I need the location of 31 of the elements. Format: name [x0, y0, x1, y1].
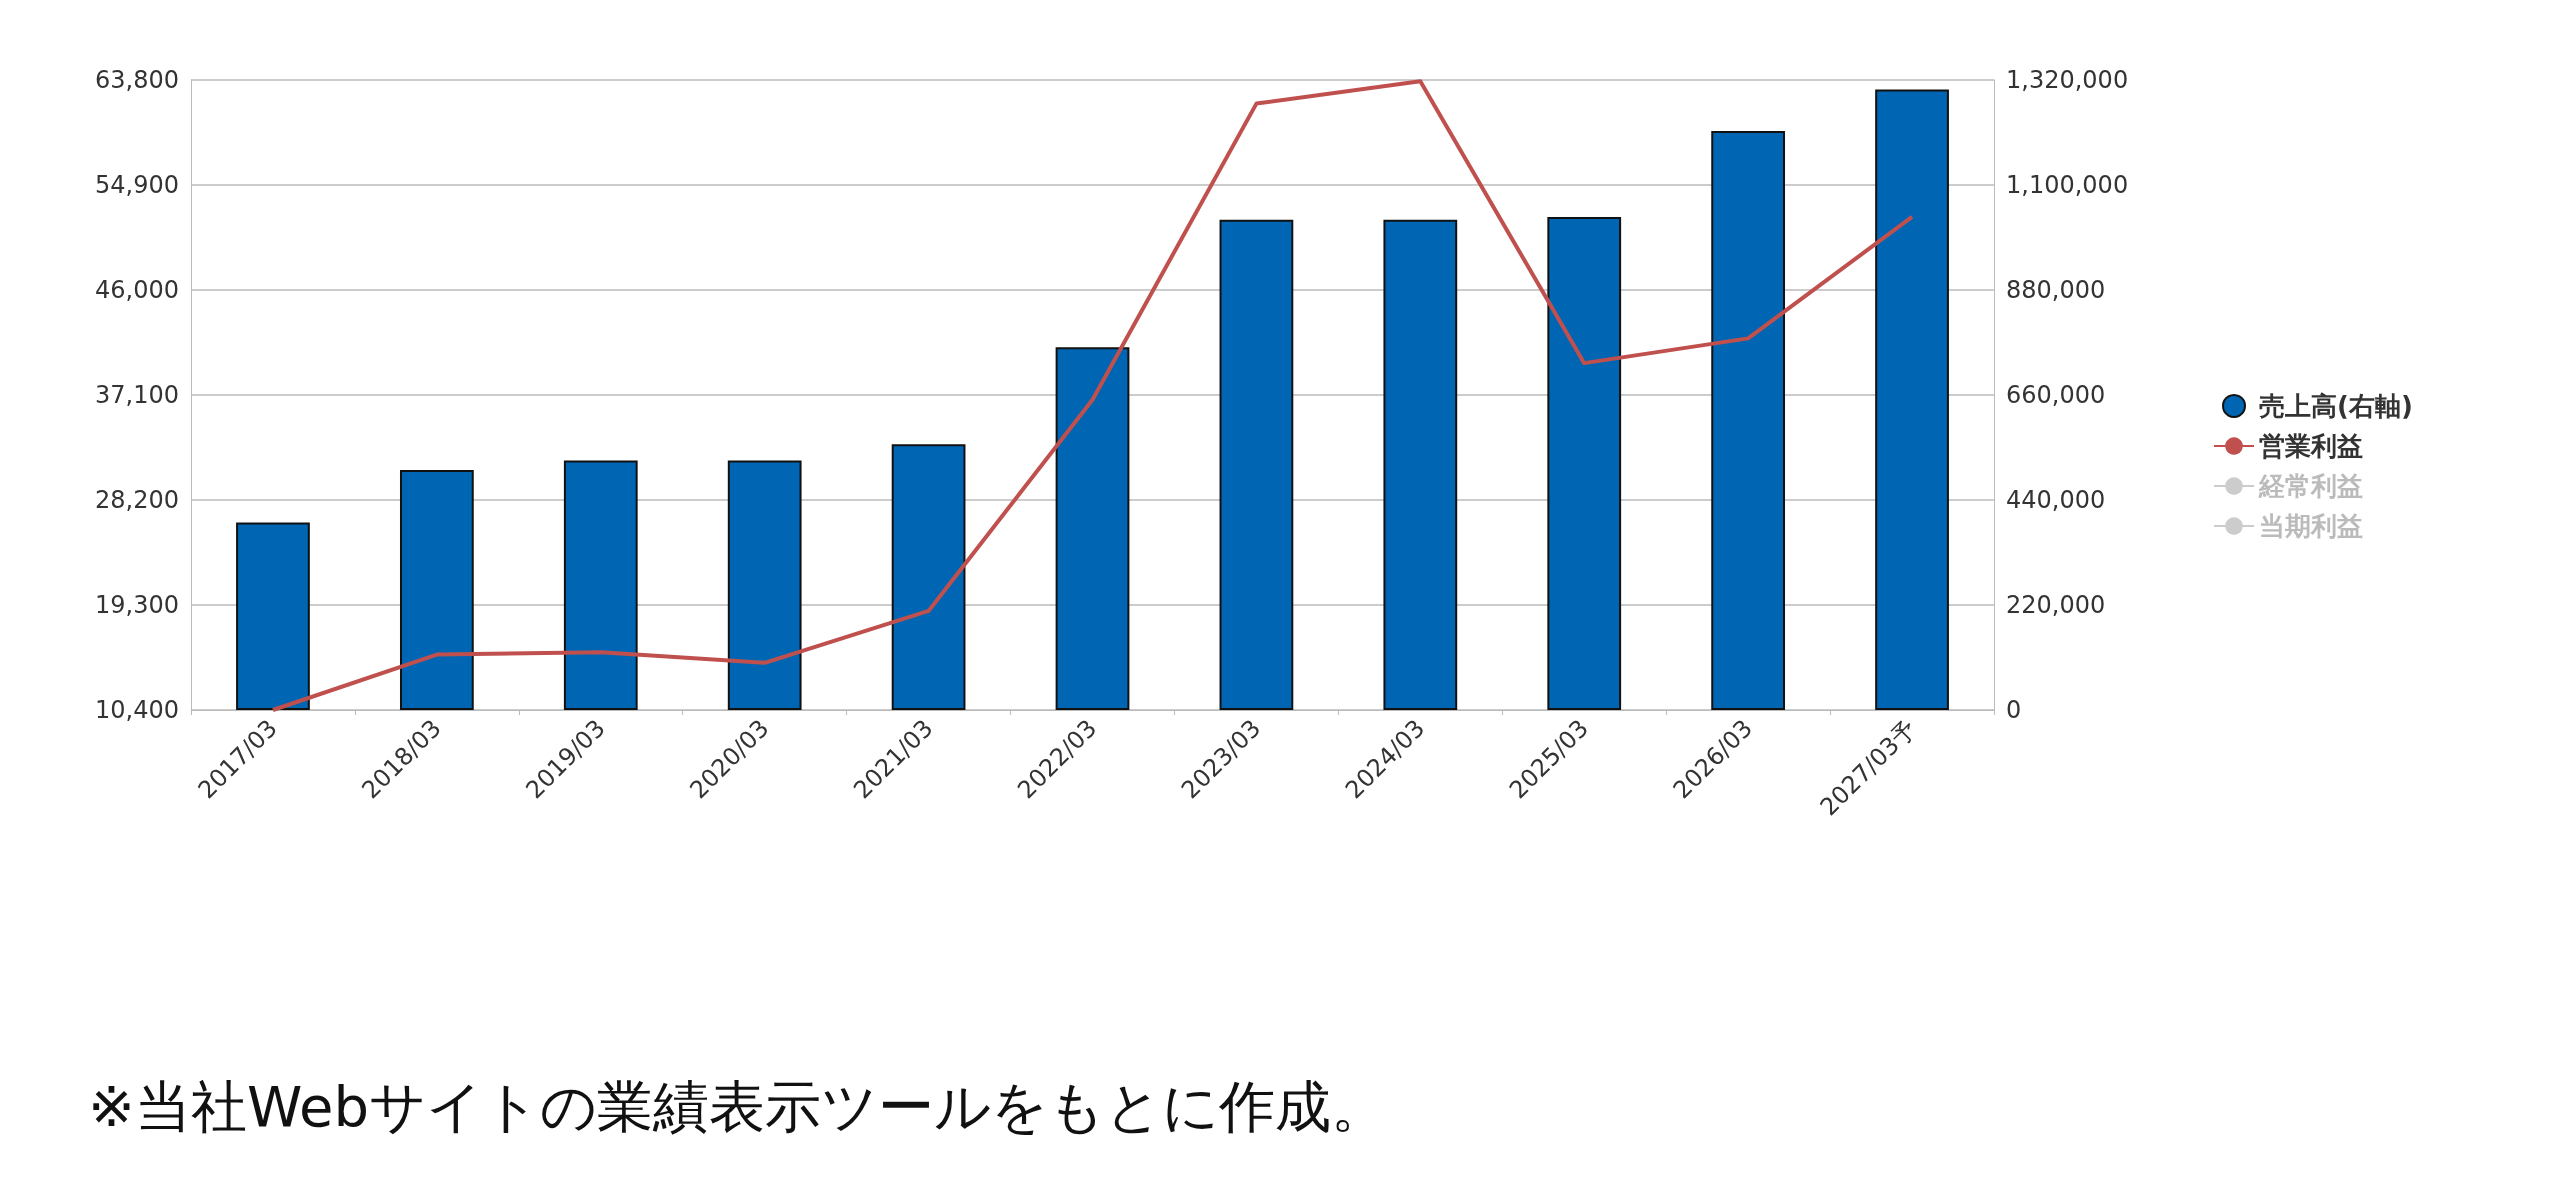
bar [1219, 219, 1294, 710]
y2-tick-label: 660,000 [2006, 381, 2106, 409]
y2-tick-label: 1,100,000 [2006, 171, 2129, 199]
y-tick-label: 10,400 [95, 696, 179, 724]
bar [1383, 219, 1458, 710]
y-tick-label: 54,900 [95, 171, 179, 199]
bar [1711, 131, 1786, 710]
legend-label: 売上高(右軸) [2259, 391, 2413, 421]
bar [399, 469, 474, 710]
bar [563, 460, 638, 710]
y-tick-label: 19,300 [95, 591, 179, 619]
y-tick-label: 63,800 [95, 66, 179, 94]
legend-label: 営業利益 [2259, 431, 2363, 461]
y2-tick-label: 1,320,000 [2006, 66, 2129, 94]
bar [1875, 89, 1949, 710]
y-tick-label: 46,000 [95, 276, 179, 304]
text: ※当社Webサイトの業績表示ツールをもとに作成。 [88, 1073, 1388, 1139]
bar [1055, 347, 1130, 710]
legend-label: 当期利益 [2259, 511, 2363, 541]
bar [1547, 216, 1622, 710]
y2-tick-label: 220,000 [2006, 591, 2106, 619]
y-tick-label: 37,100 [95, 381, 179, 409]
bar [891, 444, 966, 710]
y2-tick-label: 0 [2006, 696, 2022, 724]
line-series [270, 79, 1915, 712]
bar [727, 460, 802, 710]
legend-label: 経常利益 [2258, 471, 2363, 501]
y2-tick-label: 880,000 [2006, 276, 2106, 304]
bar [236, 522, 310, 710]
y2-tick-label: 440,000 [2006, 486, 2106, 514]
y-tick-label: 28,200 [95, 486, 179, 514]
